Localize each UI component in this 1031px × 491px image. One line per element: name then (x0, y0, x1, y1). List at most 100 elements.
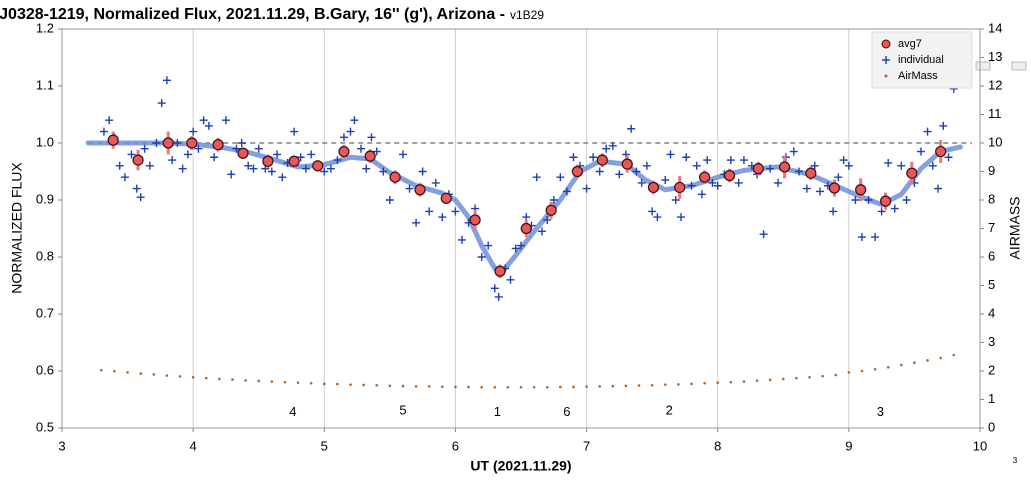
airmass-point (178, 375, 182, 378)
avg-point (778, 161, 791, 173)
airmass-point (191, 375, 195, 379)
airmass-point (349, 383, 352, 386)
individual-point (582, 184, 591, 193)
individual-point (916, 147, 925, 156)
individual-point (642, 161, 651, 170)
x-tick-label: 9 (845, 438, 852, 453)
individual-point (199, 116, 208, 125)
y2-tick-label: 4 (988, 305, 995, 320)
y-tick-label: 1.1 (36, 77, 54, 92)
airmass-point (795, 376, 798, 380)
airmass-point (742, 380, 746, 383)
airmass-point (126, 371, 129, 374)
chart-version: v1B29 (510, 8, 544, 22)
x-tick-label: 5 (321, 438, 328, 453)
individual-point (204, 121, 213, 130)
airmass-point (244, 379, 247, 382)
avg-point (571, 165, 583, 178)
individual-point (653, 213, 662, 222)
individual-point (189, 127, 198, 136)
individual-point (844, 161, 853, 170)
individual-point (398, 150, 407, 159)
airmass-point (939, 356, 942, 360)
y2-tick-label: 2 (988, 362, 995, 377)
avg-point (805, 167, 817, 179)
airmass-point (834, 373, 838, 377)
avg-point (752, 163, 764, 175)
individual-point (615, 170, 624, 179)
airmass-point (231, 378, 234, 381)
x-axis-label: UT (2021.11.29) (470, 458, 571, 474)
y-tick-label: 1.2 (36, 20, 54, 35)
avg-point (855, 184, 867, 196)
legend-marker (881, 39, 891, 49)
individual-point (537, 227, 546, 236)
fit-line (85, 140, 963, 276)
individual-point (569, 153, 578, 162)
legend-label: avg7 (898, 38, 922, 50)
airmass-point (401, 384, 405, 388)
y2-tick-label: 6 (988, 248, 995, 263)
legend-label: AirMass (898, 70, 938, 82)
y2-tick-label: 9 (988, 163, 995, 178)
individual-point (145, 161, 154, 170)
individual-point (320, 167, 329, 176)
individual-point (661, 176, 670, 185)
airmass-point (677, 383, 680, 386)
airmass-point (270, 380, 274, 383)
individual-point (418, 167, 427, 176)
individual-point (897, 161, 906, 170)
individual-point (857, 233, 866, 242)
individual-point (99, 127, 108, 136)
individual-point (173, 139, 182, 147)
avg-point (440, 192, 452, 204)
y-tick-label: 0.5 (36, 419, 54, 434)
airmass-point (860, 369, 864, 373)
individual-point (739, 156, 748, 165)
avg-point (338, 145, 350, 158)
airmass-point (886, 365, 890, 369)
individual-point (438, 213, 447, 222)
annotation: 4 (289, 404, 296, 419)
airmass-point (322, 382, 326, 386)
airmass-point (624, 384, 628, 388)
airmass-point (204, 376, 208, 380)
airmass-point (572, 385, 575, 389)
airmass-point (585, 385, 588, 388)
airmass-point (729, 380, 733, 384)
y-axis-label: NORMALIZED FLUX (9, 162, 25, 294)
individual-point (301, 164, 310, 173)
individual-point (517, 241, 525, 250)
individual-point (120, 173, 129, 182)
individual-point (477, 253, 486, 261)
avg-point (520, 222, 532, 235)
individual-point (928, 161, 937, 170)
individual-point (602, 144, 611, 153)
individual-point (350, 116, 359, 125)
airmass-point (637, 384, 641, 387)
x-tick-label: 4 (190, 438, 197, 453)
legend-marker (884, 74, 888, 78)
individual-point (877, 207, 886, 216)
airmass-point (467, 385, 470, 389)
individual-point (789, 147, 798, 156)
y2-tick-label: 13 (988, 49, 1002, 64)
airmass-point (913, 361, 916, 365)
individual-point (372, 147, 381, 156)
airmass-point (139, 372, 142, 375)
airmass-point (480, 385, 483, 389)
airmass-point (663, 383, 667, 386)
avg-point (935, 145, 947, 158)
airmass-point (755, 379, 759, 382)
airmass-point (716, 381, 720, 384)
airmass-point (847, 371, 851, 374)
individual-point (494, 292, 503, 301)
y2-tick-label: 0 (988, 419, 995, 434)
airmass-point (611, 384, 615, 388)
avg-point (674, 181, 686, 194)
individual-point (708, 178, 717, 187)
avg-point (186, 137, 198, 149)
avg-point (596, 154, 608, 166)
individual-point (168, 156, 177, 165)
avg-point (288, 155, 300, 167)
